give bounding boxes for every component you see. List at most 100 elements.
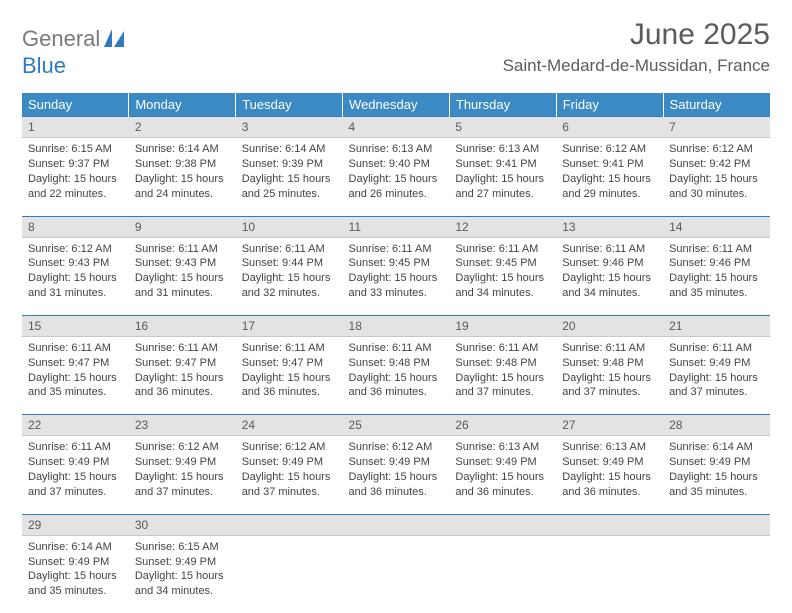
daylight-text-2: and 30 minutes. [669,187,764,202]
day-body-cell: Sunrise: 6:13 AMSunset: 9:41 PMDaylight:… [449,138,556,216]
daylight-text-1: Daylight: 15 hours [242,470,337,485]
day-number-row: 1234567 [22,117,770,138]
day-number-cell: 22 [22,415,129,436]
day-body-cell: Sunrise: 6:11 AMSunset: 9:46 PMDaylight:… [663,237,770,315]
day-body-row: Sunrise: 6:14 AMSunset: 9:49 PMDaylight:… [22,535,770,613]
day-number-cell: 3 [236,117,343,138]
daylight-text-1: Daylight: 15 hours [669,371,764,386]
weekday-header: Monday [129,93,236,117]
day-body-cell: Sunrise: 6:11 AMSunset: 9:44 PMDaylight:… [236,237,343,315]
sunset-text: Sunset: 9:45 PM [349,256,444,271]
day-body-cell: Sunrise: 6:11 AMSunset: 9:45 PMDaylight:… [343,237,450,315]
calendar-table: Sunday Monday Tuesday Wednesday Thursday… [22,93,770,613]
day-body-cell: Sunrise: 6:12 AMSunset: 9:41 PMDaylight:… [556,138,663,216]
brand-logo: General Blue [22,26,126,79]
day-number-cell: 14 [663,216,770,237]
page-title: June 2025 [503,18,770,52]
brand-word1: General [22,26,100,51]
sunrise-text: Sunrise: 6:14 AM [242,142,337,157]
day-body-cell [236,535,343,613]
sunset-text: Sunset: 9:49 PM [28,455,123,470]
calendar-body: 1234567Sunrise: 6:15 AMSunset: 9:37 PMDa… [22,117,770,613]
daylight-text-2: and 26 minutes. [349,187,444,202]
sunrise-text: Sunrise: 6:11 AM [28,440,123,455]
daylight-text-1: Daylight: 15 hours [349,371,444,386]
weekday-header: Wednesday [343,93,450,117]
sunrise-text: Sunrise: 6:11 AM [242,341,337,356]
daylight-text-2: and 36 minutes. [349,485,444,500]
day-number-cell: 20 [556,315,663,336]
day-number-cell [556,514,663,535]
sunrise-text: Sunrise: 6:12 AM [349,440,444,455]
sunrise-text: Sunrise: 6:12 AM [135,440,230,455]
day-number-cell: 8 [22,216,129,237]
daylight-text-1: Daylight: 15 hours [349,470,444,485]
day-number-cell: 28 [663,415,770,436]
day-body-cell: Sunrise: 6:11 AMSunset: 9:46 PMDaylight:… [556,237,663,315]
day-number-cell: 7 [663,117,770,138]
day-number-cell: 4 [343,117,450,138]
daylight-text-1: Daylight: 15 hours [455,271,550,286]
day-number-cell [663,514,770,535]
daylight-text-1: Daylight: 15 hours [28,172,123,187]
day-number-cell: 29 [22,514,129,535]
sunset-text: Sunset: 9:48 PM [349,356,444,371]
day-body-cell: Sunrise: 6:11 AMSunset: 9:43 PMDaylight:… [129,237,236,315]
weekday-header: Thursday [449,93,556,117]
daylight-text-2: and 35 minutes. [28,385,123,400]
daylight-text-2: and 34 minutes. [135,584,230,599]
daylight-text-1: Daylight: 15 hours [455,470,550,485]
day-body-cell: Sunrise: 6:12 AMSunset: 9:43 PMDaylight:… [22,237,129,315]
daylight-text-1: Daylight: 15 hours [135,470,230,485]
daylight-text-1: Daylight: 15 hours [135,172,230,187]
day-number-row: 22232425262728 [22,415,770,436]
sunset-text: Sunset: 9:42 PM [669,157,764,172]
sail-icon [104,27,126,53]
sunrise-text: Sunrise: 6:11 AM [562,341,657,356]
day-body-cell: Sunrise: 6:12 AMSunset: 9:49 PMDaylight:… [129,436,236,514]
day-number-cell: 23 [129,415,236,436]
sunset-text: Sunset: 9:49 PM [669,356,764,371]
daylight-text-1: Daylight: 15 hours [28,569,123,584]
day-number-cell: 21 [663,315,770,336]
day-body-row: Sunrise: 6:12 AMSunset: 9:43 PMDaylight:… [22,237,770,315]
daylight-text-2: and 37 minutes. [28,485,123,500]
location-text: Saint-Medard-de-Mussidan, France [503,56,770,76]
sunrise-text: Sunrise: 6:11 AM [455,242,550,257]
sunset-text: Sunset: 9:38 PM [135,157,230,172]
sunset-text: Sunset: 9:45 PM [455,256,550,271]
daylight-text-2: and 36 minutes. [242,385,337,400]
weekday-header: Tuesday [236,93,343,117]
day-body-cell [343,535,450,613]
daylight-text-2: and 27 minutes. [455,187,550,202]
sunset-text: Sunset: 9:49 PM [28,555,123,570]
day-number-cell: 1 [22,117,129,138]
daylight-text-2: and 24 minutes. [135,187,230,202]
sunset-text: Sunset: 9:40 PM [349,157,444,172]
day-body-cell: Sunrise: 6:11 AMSunset: 9:47 PMDaylight:… [236,336,343,414]
day-number-cell: 26 [449,415,556,436]
day-body-cell: Sunrise: 6:12 AMSunset: 9:42 PMDaylight:… [663,138,770,216]
sunset-text: Sunset: 9:49 PM [455,455,550,470]
day-body-cell: Sunrise: 6:13 AMSunset: 9:49 PMDaylight:… [449,436,556,514]
day-body-cell: Sunrise: 6:14 AMSunset: 9:38 PMDaylight:… [129,138,236,216]
day-number-cell: 10 [236,216,343,237]
header: General Blue June 2025 Saint-Medard-de-M… [22,18,770,79]
daylight-text-1: Daylight: 15 hours [349,271,444,286]
sunrise-text: Sunrise: 6:11 AM [135,341,230,356]
daylight-text-1: Daylight: 15 hours [349,172,444,187]
day-number-cell: 17 [236,315,343,336]
daylight-text-1: Daylight: 15 hours [562,470,657,485]
day-body-cell: Sunrise: 6:11 AMSunset: 9:49 PMDaylight:… [22,436,129,514]
day-number-cell: 18 [343,315,450,336]
sunset-text: Sunset: 9:43 PM [135,256,230,271]
sunrise-text: Sunrise: 6:11 AM [28,341,123,356]
daylight-text-2: and 29 minutes. [562,187,657,202]
daylight-text-2: and 35 minutes. [669,485,764,500]
sunset-text: Sunset: 9:47 PM [135,356,230,371]
day-number-row: 891011121314 [22,216,770,237]
day-number-cell: 6 [556,117,663,138]
day-number-cell: 2 [129,117,236,138]
day-number-row: 15161718192021 [22,315,770,336]
day-number-row: 2930 [22,514,770,535]
